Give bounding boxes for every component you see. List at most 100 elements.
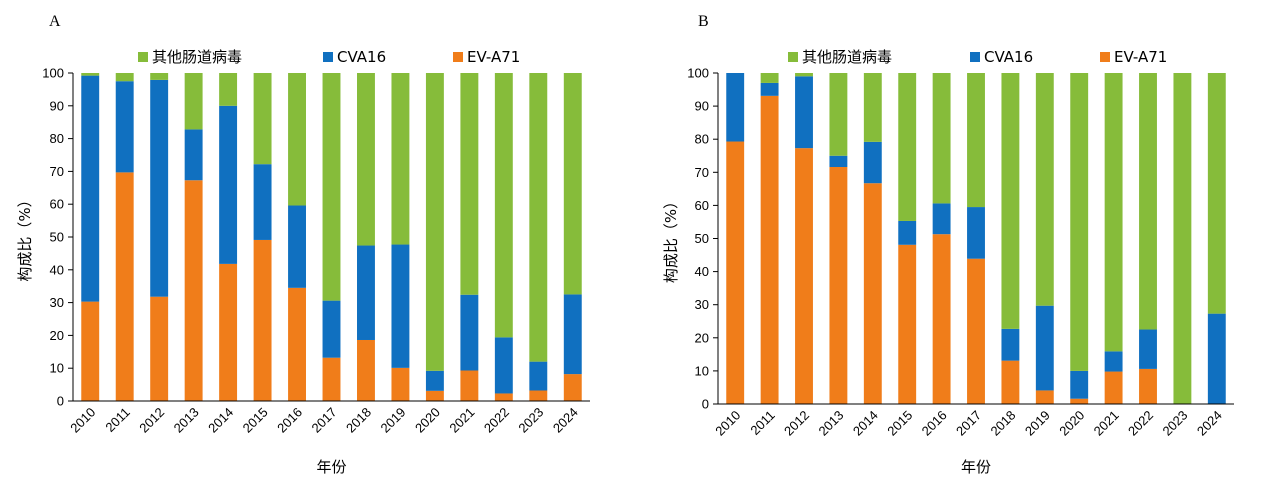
bar-segment-2015-EV-A71 xyxy=(253,239,272,401)
x-tick-label: 2020 xyxy=(412,405,443,436)
bar-segment-2019-EV-A71 xyxy=(391,367,410,401)
panel-label: B xyxy=(698,13,709,30)
y-tick-label: 40 xyxy=(695,264,709,279)
legend-label-EV-A71: EV-A71 xyxy=(1114,48,1167,66)
bar-segment-2014-CVA16 xyxy=(219,105,238,264)
x-tick-label: 2011 xyxy=(747,408,777,438)
y-axis-title: 构成比（%） xyxy=(16,192,34,281)
x-tick-label: 2019 xyxy=(1022,408,1053,439)
bar-segment-2012-其他肠道病毒 xyxy=(150,73,169,80)
bar-segment-2022-EV-A71 xyxy=(1139,368,1157,404)
bar-segment-2018-EV-A71 xyxy=(1001,360,1020,404)
x-tick-label: 2010 xyxy=(67,405,98,436)
bar-segment-2018-其他肠道病毒 xyxy=(357,73,375,246)
x-tick-label: 2021 xyxy=(1091,408,1122,439)
bar-segment-2022-其他肠道病毒 xyxy=(1139,73,1157,330)
bar-segment-2019-其他肠道病毒 xyxy=(1035,73,1054,306)
legend-label-CVA16: CVA16 xyxy=(984,48,1033,66)
y-tick-label: 40 xyxy=(50,262,64,277)
y-tick-label: 70 xyxy=(695,165,709,180)
bar-segment-2016-其他肠道病毒 xyxy=(932,73,951,204)
bar-segment-2021-其他肠道病毒 xyxy=(1104,73,1123,352)
bar-segment-2018-CVA16 xyxy=(1001,328,1020,361)
bar-segment-2014-其他肠道病毒 xyxy=(863,73,882,142)
bar-segment-2014-其他肠道病毒 xyxy=(219,73,238,106)
y-tick-label: 80 xyxy=(50,131,64,146)
x-tick-label: 2018 xyxy=(343,405,374,436)
x-tick-label: 2012 xyxy=(136,405,167,436)
bar-segment-2024-其他肠道病毒 xyxy=(1207,73,1226,314)
bar-segment-2024-CVA16 xyxy=(1207,313,1226,404)
bar-segment-2016-EV-A71 xyxy=(932,234,951,404)
bar-segment-2012-CVA16 xyxy=(150,79,169,297)
x-tick-label: 2015 xyxy=(884,408,915,439)
bar-segment-2012-其他肠道病毒 xyxy=(795,73,813,77)
bar-segment-2015-CVA16 xyxy=(898,220,917,245)
legend-swatch-其他肠道病毒 xyxy=(138,52,148,62)
x-tick-label: 2024 xyxy=(1194,408,1225,439)
bar-segment-2013-其他肠道病毒 xyxy=(829,73,848,156)
y-tick-label: 20 xyxy=(50,328,64,343)
bar-segment-2023-EV-A71 xyxy=(529,390,548,401)
legend-swatch-CVA16 xyxy=(970,52,980,62)
bar-segment-2011-EV-A71 xyxy=(760,95,779,404)
x-axis-title: 年份 xyxy=(316,458,346,476)
bar-segment-2012-EV-A71 xyxy=(150,296,169,401)
x-axis-title: 年份 xyxy=(961,458,991,476)
chart-panel-a: A 0 10 20 30 40 50 60 70 80 90 100 2010 2011 2012 2013 2… xyxy=(0,0,634,486)
x-tick-label: 2022 xyxy=(1125,408,1156,439)
y-axis-title: 构成比（%） xyxy=(662,194,680,283)
bar-segment-2021-EV-A71 xyxy=(460,370,479,401)
legend-swatch-CVA16 xyxy=(323,52,333,62)
bar-segment-2022-CVA16 xyxy=(494,337,513,394)
bar-segment-2011-EV-A71 xyxy=(115,172,134,401)
bar-segment-2023-CVA16 xyxy=(529,361,548,391)
bar-segment-2015-CVA16 xyxy=(253,164,272,240)
x-tick-label: 2015 xyxy=(240,405,271,436)
bar-segment-2017-CVA16 xyxy=(967,207,985,259)
bar-segment-2015-其他肠道病毒 xyxy=(898,73,917,221)
x-tick-label: 2020 xyxy=(1056,408,1087,439)
bar-segment-2016-EV-A71 xyxy=(288,287,306,401)
y-tick-label: 0 xyxy=(57,394,64,409)
x-tick-label: 2017 xyxy=(309,405,340,436)
bar-segment-2020-其他肠道病毒 xyxy=(425,73,444,371)
x-tick-label: 2019 xyxy=(377,405,408,436)
bars-group xyxy=(81,73,582,401)
bar-segment-2010-其他肠道病毒 xyxy=(81,73,100,76)
y-tick-label: 100 xyxy=(687,66,709,81)
bars-group xyxy=(726,73,1226,404)
y-tick-label: 90 xyxy=(695,99,709,114)
bar-segment-2010-CVA16 xyxy=(726,73,745,142)
y-tick-label: 100 xyxy=(42,66,64,81)
x-tick-label: 2018 xyxy=(987,408,1018,439)
bar-segment-2020-EV-A71 xyxy=(1070,398,1089,404)
bar-segment-2014-EV-A71 xyxy=(219,263,238,401)
x-tick-label: 2010 xyxy=(712,408,743,439)
bar-segment-2023-其他肠道病毒 xyxy=(529,73,548,362)
bar-segment-2013-CVA16 xyxy=(184,129,203,181)
bar-segment-2013-EV-A71 xyxy=(184,180,203,401)
bar-segment-2011-CVA16 xyxy=(115,81,134,173)
x-tick-label: 2021 xyxy=(446,405,477,436)
bar-segment-2020-其他肠道病毒 xyxy=(1070,73,1089,371)
bar-segment-2019-CVA16 xyxy=(1035,305,1054,391)
bar-segment-2021-CVA16 xyxy=(1104,351,1123,372)
bar-segment-2018-EV-A71 xyxy=(357,339,375,401)
bar-segment-2020-CVA16 xyxy=(1070,370,1089,399)
bar-segment-2022-EV-A71 xyxy=(494,393,513,401)
x-tick-label: 2012 xyxy=(781,408,812,439)
legend-label-其他肠道病毒: 其他肠道病毒 xyxy=(802,48,892,66)
legend-swatch-EV-A71 xyxy=(1100,52,1110,62)
bar-segment-2019-CVA16 xyxy=(391,244,410,368)
bar-segment-2024-CVA16 xyxy=(563,294,582,375)
y-tick-label: 50 xyxy=(50,230,64,245)
bar-segment-2020-CVA16 xyxy=(425,370,444,391)
x-tick-label: 2017 xyxy=(953,408,984,439)
bar-segment-2019-EV-A71 xyxy=(1035,390,1054,404)
bar-segment-2017-EV-A71 xyxy=(967,258,985,404)
bar-segment-2014-CVA16 xyxy=(863,141,882,184)
bar-segment-2015-EV-A71 xyxy=(898,244,917,404)
